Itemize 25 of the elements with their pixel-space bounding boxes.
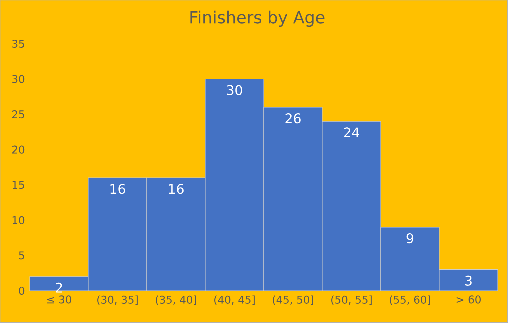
x-tick-label: (55, 60]: [390, 296, 430, 306]
data-label: 9: [406, 234, 414, 244]
data-label: 24: [344, 128, 360, 138]
x-tick-label: (35, 40]: [156, 296, 196, 306]
y-tick-label: 5: [19, 252, 24, 260]
data-label: 30: [227, 85, 242, 96]
x-tick-label: (45, 50]: [273, 296, 314, 306]
y-tick-label: 10: [12, 216, 25, 224]
y-tick-label: 25: [12, 110, 24, 119]
data-label: 26: [286, 114, 301, 124]
data-label: 16: [169, 184, 184, 194]
x-tick-label: (30, 35]: [98, 296, 138, 306]
y-tick-label: 20: [12, 146, 25, 154]
x-tick-label: ≤ 30: [47, 296, 72, 304]
x-tick-label: > 60: [456, 296, 481, 304]
data-label: 3: [466, 276, 472, 286]
y-tick-label: 0: [19, 286, 25, 296]
data-label: 16: [110, 184, 126, 194]
y-tick-label: 15: [12, 181, 24, 190]
x-tick-label: (40, 45]: [214, 296, 255, 306]
x-tick-label: (50, 55]: [332, 296, 372, 306]
data-label: 2: [56, 282, 62, 293]
y-tick-label: 35: [12, 40, 24, 48]
y-tick-label: 30: [12, 75, 25, 84]
chart-title: Finishers by Age: [190, 10, 325, 28]
